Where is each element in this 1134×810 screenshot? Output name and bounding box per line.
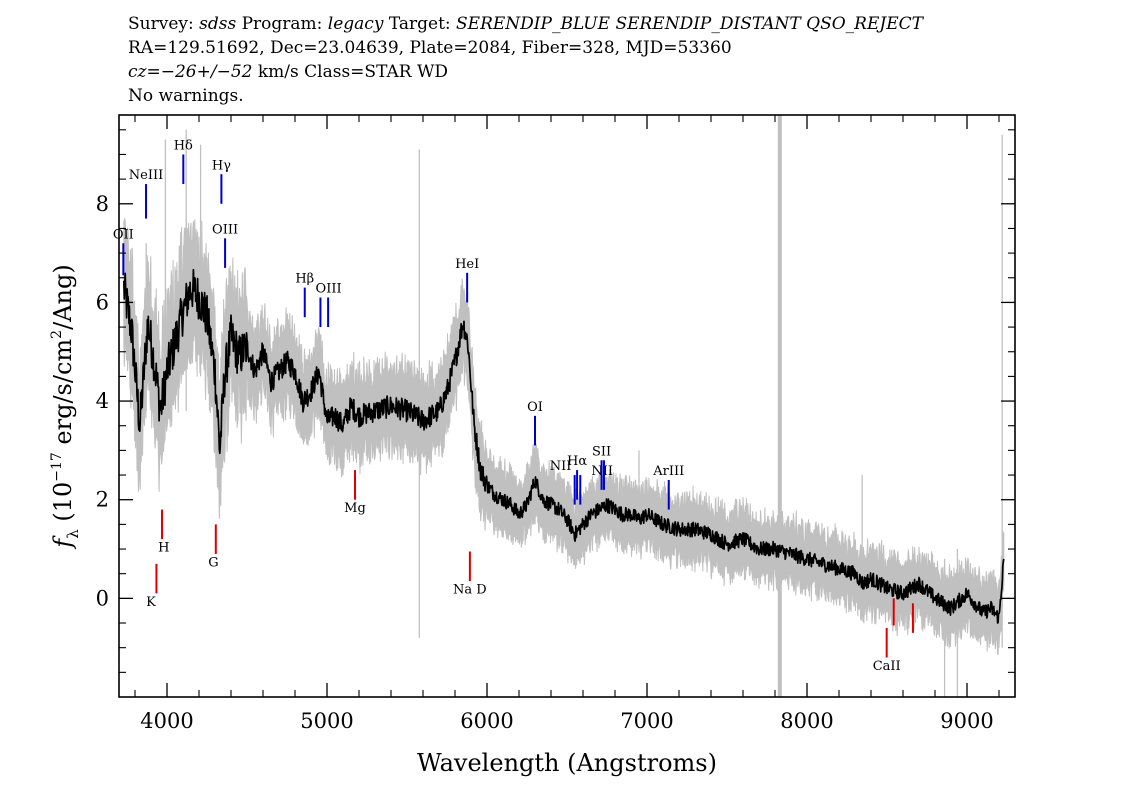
error-band	[123, 218, 1005, 656]
header-line-4: No warnings.	[128, 86, 244, 106]
absorption-line-label: Mg	[344, 501, 366, 516]
error-layer	[123, 129, 1005, 697]
x-axis-title: Wavelength (Angstroms)	[417, 749, 717, 777]
absorption-line-label: G	[208, 555, 218, 570]
absorption-line-label: CaII	[873, 659, 901, 674]
emission-line-label: ArIII	[652, 464, 684, 479]
emission-line-label: NeIII	[129, 168, 163, 183]
target-value: SERENDIP_BLUE SERENDIP_DISTANT QSO_REJEC…	[456, 14, 923, 34]
y-tick-label: 8	[96, 192, 109, 216]
emission-line-label: OII	[113, 227, 134, 242]
y-axis-mid: erg/s/cm	[49, 339, 77, 453]
y-tick-label: 4	[96, 389, 109, 413]
class-text: km/s Class=STAR WD	[252, 62, 449, 82]
plot-frame	[118, 114, 1016, 698]
x-tick-label: 4000	[140, 709, 193, 733]
program-prefix: Program:	[236, 14, 328, 34]
flux-layer	[122, 268, 1005, 624]
y-tick-label: 2	[96, 488, 109, 512]
emission-line-label: Hδ	[174, 139, 193, 154]
line-marker-layer: OIINeIIIHδHγOIIIHβOIIIHeIOINIIHαNIISIIAr…	[113, 139, 914, 674]
survey-prefix: Survey:	[128, 14, 200, 34]
cz-equals: =	[146, 62, 161, 82]
x-tick-label: 5000	[300, 709, 353, 733]
flux-line	[122, 268, 1005, 624]
survey-value: sdss	[199, 14, 237, 34]
header-line-1: Survey: sdss Program: legacy Target: SER…	[128, 14, 923, 34]
absorption-line-label: Na D	[453, 582, 487, 597]
y-tick-label: 0	[96, 586, 109, 610]
cz-value: −26+/−52	[160, 62, 253, 82]
x-tick-label: 6000	[460, 709, 513, 733]
header-line-3: cz=−26+/−52 km/s Class=STAR WD	[128, 62, 448, 82]
emission-line-label: SII	[592, 444, 611, 459]
y-tick-label: 6	[96, 290, 109, 314]
y-axis-exp1: −17	[49, 452, 65, 482]
x-tick-label: 7000	[620, 709, 673, 733]
tick-layer: 4000 5000 6000 7000 8000 9000 0 2 4 6 8	[96, 115, 1015, 733]
emission-line-label: OI	[527, 400, 543, 415]
y-axis-close: /Ang)	[49, 264, 77, 330]
x-tick-label: 9000	[940, 709, 993, 733]
program-value: legacy	[327, 14, 384, 34]
y-axis-sub: λ	[64, 529, 82, 539]
emission-line-label: Hα	[567, 454, 587, 469]
y-axis-exp2: 2	[49, 330, 65, 339]
emission-line-label: Hβ	[295, 272, 314, 287]
emission-line-label: Hγ	[212, 158, 231, 173]
emission-line-label: OIII	[316, 282, 342, 297]
cz-symbol: cz	[128, 62, 147, 82]
y-axis-open: (10	[49, 482, 77, 530]
x-tick-label: 8000	[780, 709, 833, 733]
absorption-line-label: K	[146, 595, 156, 610]
target-prefix: Target:	[383, 14, 457, 34]
emission-line-label: NII	[550, 459, 572, 474]
absorption-line-label: H	[158, 541, 169, 556]
header-line-2: RA=129.51692, Dec=23.04639, Plate=2084, …	[128, 38, 732, 58]
emission-line-label: HeI	[455, 257, 479, 272]
emission-line-label: OIII	[212, 222, 238, 237]
y-axis-title: fλ (10−17 erg/s/cm2/Ang)	[49, 264, 82, 549]
